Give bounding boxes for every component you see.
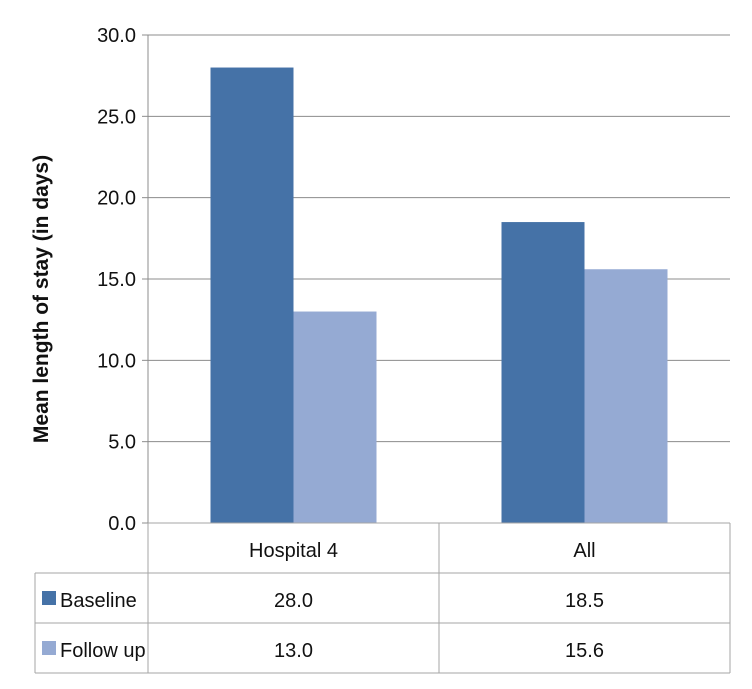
category-label: All (573, 540, 595, 562)
legend-swatch (42, 591, 56, 605)
y-tick-label: 10.0 (97, 350, 136, 372)
y-axis: 0.0 5.0 10.0 15.0 20.0 25.0 30.0 (97, 25, 149, 535)
bar-baseline-all (501, 222, 585, 524)
category-label: Hospital 4 (249, 540, 338, 562)
table-value: 15.6 (565, 640, 604, 662)
bar-follow-up-all (584, 269, 668, 523)
y-tick-label: 20.0 (97, 188, 136, 210)
legend-label: Baseline (60, 590, 137, 612)
table-value: 18.5 (565, 590, 604, 612)
bars (210, 67, 668, 524)
legend-swatch (42, 641, 56, 655)
legend-label: Follow up (60, 640, 146, 662)
y-tick-label: 0.0 (108, 513, 136, 535)
data-table: Hospital 4 All Baseline 28.0 18.5 Follow up 13… (34, 522, 731, 674)
y-axis-label: Mean length of stay (in days) (30, 155, 53, 443)
bar-baseline-hospital-4 (210, 67, 294, 524)
y-tick-label: 30.0 (97, 25, 136, 47)
y-tick-label: 5.0 (108, 432, 136, 454)
y-tick-label: 15.0 (97, 269, 136, 291)
table-value: 13.0 (274, 640, 313, 662)
y-tick-label: 25.0 (97, 106, 136, 128)
bar-follow-up-hospital-4 (293, 311, 377, 523)
table-value: 28.0 (274, 590, 313, 612)
